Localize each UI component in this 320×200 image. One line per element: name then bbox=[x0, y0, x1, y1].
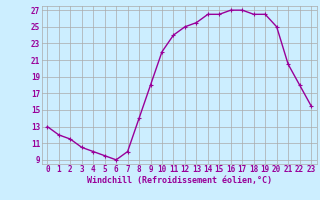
X-axis label: Windchill (Refroidissement éolien,°C): Windchill (Refroidissement éolien,°C) bbox=[87, 176, 272, 185]
